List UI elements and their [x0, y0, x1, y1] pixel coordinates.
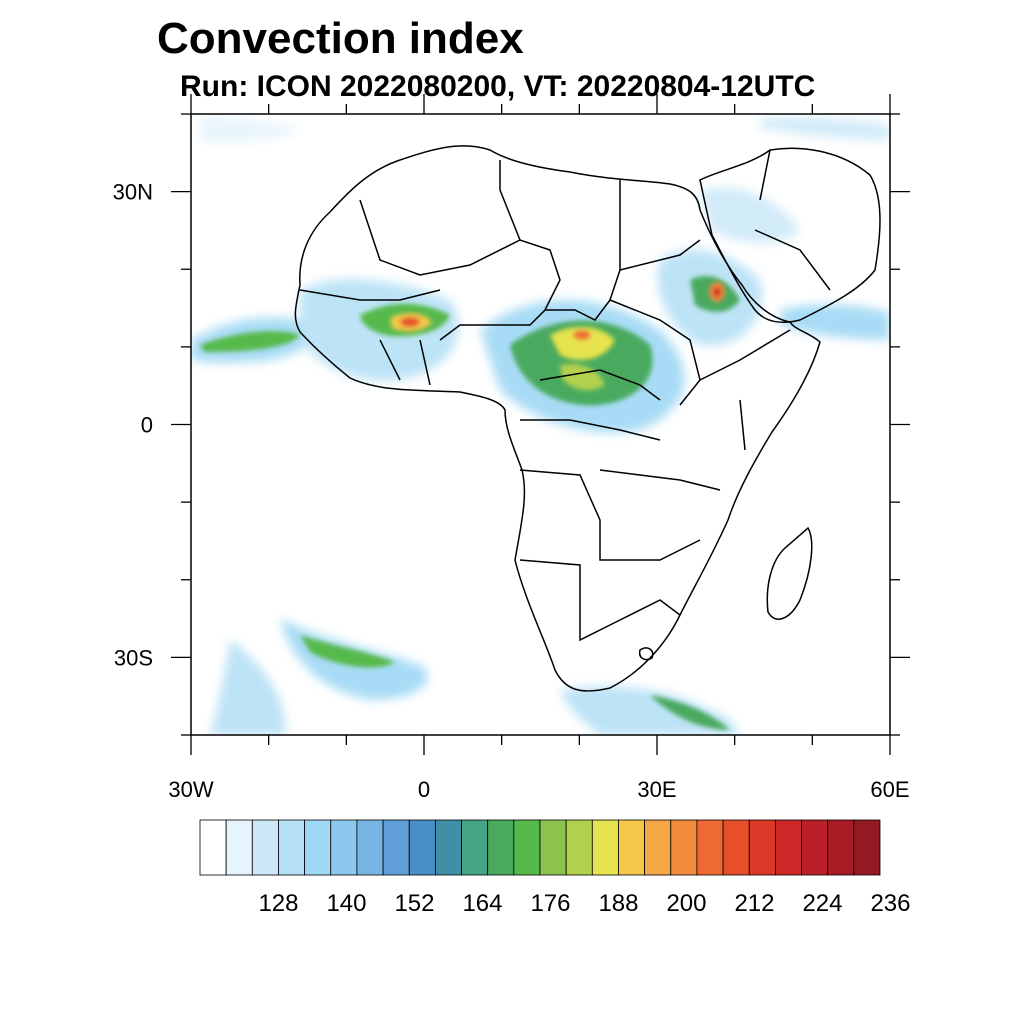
country-border	[359, 199, 561, 341]
convection-patch	[700, 187, 800, 244]
colorbar-swatch	[565, 819, 593, 876]
colorbar-swatch	[251, 819, 279, 876]
convection-patch	[200, 331, 300, 352]
colorbar-label: 164	[462, 890, 502, 917]
x-tick-label: 60E	[870, 777, 909, 802]
colorbar-swatch	[670, 819, 698, 876]
y-tick-label: 30S	[114, 645, 153, 670]
x-tick-label: 0	[418, 777, 430, 802]
colorbar-label: 236	[870, 890, 910, 917]
y-tick-label: 30N	[113, 180, 153, 205]
colorbar-swatch	[330, 819, 358, 876]
convection-patch	[560, 363, 605, 391]
colorbar-swatch	[304, 819, 332, 876]
colorbar-label: 200	[666, 890, 706, 917]
country-border	[519, 559, 681, 642]
convection-patch	[300, 635, 395, 668]
country-border	[519, 469, 721, 561]
country-border	[699, 329, 791, 451]
colorbar-swatch	[408, 819, 436, 876]
country-border	[754, 149, 831, 291]
colorbar-label: 212	[734, 890, 774, 917]
axis-tick-labels: 30W 0 30E 60E 30N 0 30S	[113, 180, 910, 802]
colorbar-swatch	[539, 819, 567, 876]
convection-core	[573, 330, 591, 340]
lake-outline	[638, 647, 654, 661]
colorbar-swatch	[696, 819, 724, 876]
colorbar-label: 224	[802, 890, 842, 917]
convection-patch	[780, 304, 890, 340]
colorbar-swatch	[722, 819, 750, 876]
convection-core	[400, 317, 420, 327]
colorbar-swatch	[748, 819, 776, 876]
x-tick-label: 30E	[637, 777, 676, 802]
colorbar-label: 188	[598, 890, 638, 917]
convection-patch	[760, 117, 890, 140]
axis-ticks	[171, 94, 910, 755]
country-border	[609, 239, 701, 406]
convection-patch	[510, 320, 653, 406]
colorbar	[199, 819, 881, 876]
colorbar-label: 128	[258, 890, 298, 917]
colorbar-swatch	[827, 819, 855, 876]
madagascar-coastline	[766, 526, 813, 620]
colorbar-label: 140	[326, 890, 366, 917]
colorbar-labels: 128 140 152 164 176 188 200 212 224 236	[258, 890, 910, 917]
convection-core	[713, 287, 721, 297]
colorbar-swatch	[278, 819, 306, 876]
colorbar-swatch	[382, 819, 410, 876]
convection-patch	[210, 640, 286, 735]
y-tick-label: 0	[141, 413, 153, 438]
country-border	[299, 289, 441, 386]
colorbar-swatch	[644, 819, 672, 876]
x-tick-label: 30W	[168, 777, 213, 802]
chart-subtitle: Run: ICON 2022080200, VT: 20220804-12UTC	[180, 70, 816, 103]
country-border	[499, 160, 621, 321]
colorbar-swatch	[225, 819, 253, 876]
colorbar-swatch	[774, 819, 802, 876]
colorbar-swatch	[801, 819, 829, 876]
colorbar-swatch	[487, 819, 515, 876]
convection-patch	[200, 115, 300, 142]
colorbar-swatch	[356, 819, 384, 876]
colorbar-swatch	[199, 819, 227, 876]
map-outlines	[294, 145, 881, 692]
colorbar-swatch	[853, 819, 881, 876]
africa-coastline	[294, 145, 821, 692]
country-border	[520, 369, 661, 441]
colorbar-label: 176	[530, 890, 570, 917]
convection-patch	[650, 695, 730, 730]
colorbar-swatch	[618, 819, 646, 876]
convection-patch	[550, 326, 615, 360]
colorbar-swatch	[461, 819, 489, 876]
convection-field	[191, 115, 890, 735]
colorbar-swatch	[513, 819, 541, 876]
chart-title: Convection index	[157, 14, 524, 63]
arabia-coastline	[699, 147, 881, 323]
colorbar-swatch	[434, 819, 462, 876]
colorbar-label: 152	[394, 890, 434, 917]
colorbar-swatch	[591, 819, 619, 876]
